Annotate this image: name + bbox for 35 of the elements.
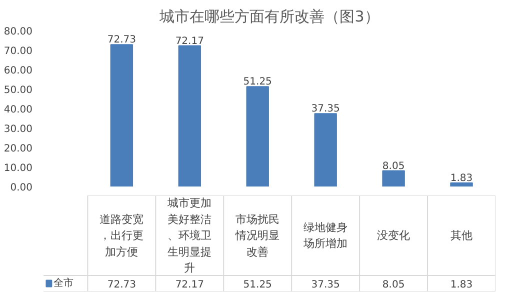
y-tick-label: 20.00 <box>4 144 33 154</box>
y-tick-label: 70.00 <box>4 46 33 57</box>
x-tick-label: 其他 <box>450 229 473 242</box>
y-tick-label: 60.00 <box>4 66 33 76</box>
data-label: 51.25 <box>243 280 272 290</box>
y-tick-label: 40.00 <box>4 104 33 116</box>
bar <box>246 86 269 186</box>
bar <box>314 113 337 186</box>
bar <box>178 45 202 186</box>
text: 8.05 <box>382 160 405 172</box>
text: 72.17 <box>175 36 204 47</box>
data-label: 1.83 <box>450 280 473 290</box>
data-label: 72.17 <box>175 280 204 290</box>
data-label: 8.05 <box>382 280 405 290</box>
legend-label: 全市 <box>54 277 74 289</box>
chart-title: 城市在哪些方面有所改善（图3） <box>158 8 380 26</box>
y-tick-label: 80.00 <box>4 26 33 38</box>
x-tick-label: 城市更加美好整洁、环境卫生明显提升 <box>166 196 212 274</box>
y-tick-label: 0.00 <box>10 182 32 194</box>
x-tick-label: 市场扰民情况明显改善 <box>234 212 280 258</box>
bar <box>382 170 405 186</box>
text: 51.25 <box>243 76 272 88</box>
bar <box>450 182 473 186</box>
text: 37.35 <box>311 104 340 115</box>
x-tick-label: 没变化 <box>377 229 410 242</box>
y-tick-label: 10.00 <box>4 163 33 174</box>
y-tick-label: 30.00 <box>4 124 33 135</box>
x-tick-label: 道路变宽，出行更加方便 <box>100 212 144 258</box>
data-label: 37.35 <box>311 280 340 290</box>
y-tick-label: 50.00 <box>4 85 33 96</box>
x-tick-label: 绿地健身场所增加 <box>302 220 348 250</box>
data-label: 72.73 <box>107 280 136 290</box>
text: 1.83 <box>450 172 473 184</box>
text: 72.73 <box>107 34 136 46</box>
bar <box>110 44 134 186</box>
